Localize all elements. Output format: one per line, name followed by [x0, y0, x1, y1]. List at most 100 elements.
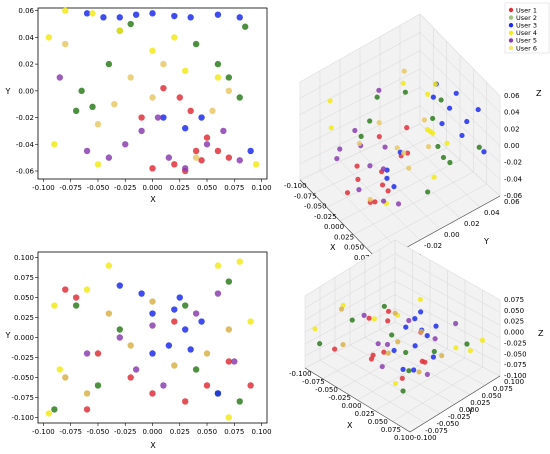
grid-line — [394, 253, 501, 313]
x-tick-label: -0.050 — [87, 184, 110, 192]
legend-marker — [508, 23, 514, 28]
data-point — [138, 114, 145, 121]
data-point — [160, 60, 167, 68]
y-tick-label: -0.100 — [414, 434, 437, 442]
legend-marker — [508, 45, 514, 51]
x-tick-label: 0.100 — [394, 434, 414, 442]
data-point-3d — [475, 106, 481, 113]
data-point-3d — [356, 140, 362, 147]
y-tick-label: 0.050 — [482, 392, 502, 400]
z-tick-label: -0.04 — [504, 175, 523, 183]
data-point — [62, 286, 69, 293]
legend-label: User 3 — [516, 22, 537, 30]
y-tick-label: 0.050 — [14, 294, 34, 302]
data-point — [225, 87, 233, 95]
y-tick-label: 0.025 — [14, 314, 34, 322]
data-point — [56, 366, 64, 373]
data-point — [100, 14, 107, 21]
x-tick-label: -0.025 — [114, 184, 137, 192]
data-point — [62, 374, 69, 381]
data-point — [83, 390, 91, 397]
data-point-3d — [354, 163, 360, 169]
data-point — [83, 350, 91, 357]
data-point-3d — [446, 105, 453, 111]
series-3d-user-3 — [391, 309, 439, 373]
data-point — [149, 94, 156, 101]
data-point-3d — [401, 150, 407, 156]
legend-label: User 4 — [516, 29, 537, 37]
data-point — [236, 258, 243, 265]
z-tick-label: -0.050 — [504, 350, 527, 358]
data-point-3d — [421, 117, 428, 123]
data-point-3d — [381, 198, 387, 204]
x-tick-label: 0.025 — [355, 410, 375, 418]
data-point — [83, 10, 91, 17]
data-point-3d — [403, 349, 409, 356]
data-point — [127, 342, 134, 349]
data-point-3d — [366, 315, 372, 321]
x-tick-label: 0.075 — [381, 426, 401, 434]
data-point — [45, 34, 53, 41]
series-user-4 — [45, 258, 254, 421]
data-point-3d — [391, 347, 397, 354]
series-user-3 — [116, 282, 222, 397]
data-point-3d — [417, 296, 423, 303]
data-point-3d — [418, 328, 425, 334]
data-point-3d — [481, 149, 487, 155]
data-point — [198, 318, 205, 325]
data-point-3d — [371, 316, 377, 322]
data-point — [105, 310, 113, 317]
data-point — [149, 47, 156, 54]
data-point — [160, 84, 167, 92]
data-point — [247, 147, 254, 155]
data-point — [132, 11, 140, 18]
series-user-2 — [72, 20, 249, 115]
series-user-1 — [62, 286, 254, 413]
data-point — [203, 134, 211, 141]
legend-marker — [508, 7, 514, 13]
x-tick-label: 0.050 — [344, 244, 364, 252]
y-tick-label: -0.025 — [11, 354, 34, 362]
series-user-6 — [62, 298, 233, 397]
data-point-3d — [433, 323, 439, 329]
data-point — [116, 14, 123, 21]
series-user-6 — [62, 40, 233, 161]
y-tick-label: -0.050 — [11, 374, 34, 382]
y-tick-label: 0.100 — [14, 254, 34, 262]
data-point-3d — [312, 326, 318, 332]
data-point — [72, 107, 80, 115]
data-point-3d — [439, 120, 445, 127]
panel-top-right-3d: -0.100 -0.075 -0.050 -0.025 0.000 0.025 0.050 0… — [284, 13, 542, 272]
data-point-3d — [382, 144, 388, 150]
z-tick-label: 0.050 — [504, 307, 524, 315]
x-tick-label: 0.025 — [170, 184, 190, 192]
series-3d-user-2 — [317, 303, 470, 394]
y-tick-label: 0.075 — [493, 385, 513, 393]
data-point — [105, 60, 113, 68]
y-tick-label: 0.04 — [18, 34, 34, 42]
data-point — [192, 366, 200, 373]
series-user-3 — [83, 10, 254, 155]
data-point — [165, 154, 173, 161]
y-tick-label: -0.02 — [16, 114, 34, 122]
data-point-3d — [419, 358, 425, 364]
data-point — [116, 326, 123, 333]
grid-line — [299, 32, 421, 99]
data-point — [149, 350, 156, 357]
data-point-3d — [395, 339, 401, 345]
data-point-3d — [431, 348, 437, 355]
data-point-3d — [395, 201, 402, 207]
data-point — [94, 161, 102, 168]
y-tick-label: -0.050 — [437, 420, 460, 428]
y-tick-label: 0.100 — [504, 378, 524, 386]
data-point — [214, 11, 222, 18]
data-point — [198, 114, 205, 121]
data-point-3d — [403, 324, 409, 330]
data-point-3d — [370, 352, 376, 358]
grid-line — [399, 133, 481, 208]
data-point-3d — [374, 94, 380, 100]
data-point-3d — [392, 380, 399, 387]
data-point — [51, 302, 58, 309]
data-point-3d — [317, 341, 323, 347]
data-point-3d — [391, 184, 397, 190]
